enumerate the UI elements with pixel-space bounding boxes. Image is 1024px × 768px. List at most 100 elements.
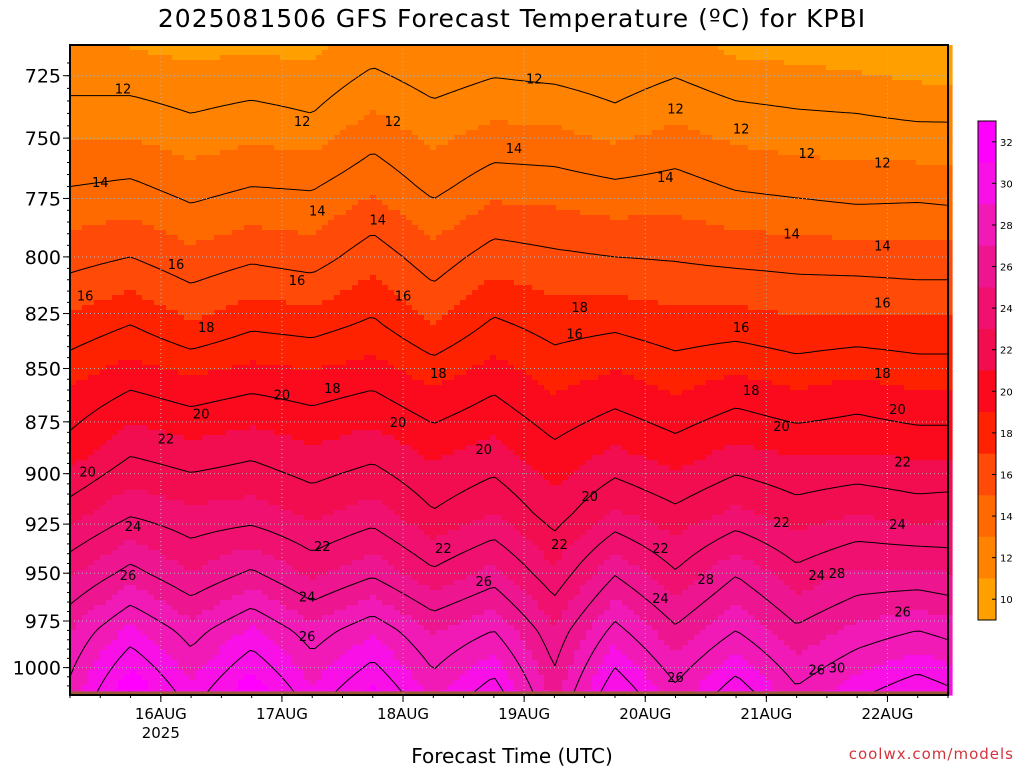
field-cell: [298, 225, 305, 231]
field-cell: [262, 625, 269, 631]
field-cell: [118, 500, 125, 506]
field-cell: [226, 215, 233, 221]
field-cell: [286, 530, 293, 536]
field-cell: [256, 125, 263, 131]
field-cell: [202, 90, 209, 96]
field-cell: [220, 220, 227, 226]
field-cell: [268, 590, 275, 596]
field-cell: [262, 495, 269, 501]
field-cell: [256, 580, 263, 586]
field-cell: [256, 260, 263, 266]
field-cell: [124, 195, 131, 201]
field-cell: [202, 650, 209, 656]
field-cell: [268, 585, 275, 591]
field-cell: [202, 140, 209, 146]
field-cell: [178, 265, 185, 271]
field-cell: [70, 435, 77, 441]
field-cell: [184, 505, 191, 511]
field-cell: [142, 410, 149, 416]
field-cell: [166, 630, 173, 636]
field-cell: [196, 620, 203, 626]
field-cell: [178, 530, 185, 536]
field-cell: [262, 575, 269, 581]
field-cell: [208, 255, 215, 261]
field-cell: [286, 590, 293, 596]
field-cell: [172, 210, 179, 216]
field-cell: [178, 275, 185, 281]
field-cell: [220, 230, 227, 236]
field-cell: [118, 365, 125, 371]
field-cell: [166, 200, 173, 206]
field-cell: [244, 515, 251, 521]
field-cell: [106, 95, 113, 101]
field-cell: [292, 535, 299, 541]
field-cell: [70, 625, 77, 631]
field-cell: [220, 150, 227, 156]
field-cell: [184, 140, 191, 146]
field-cell: [232, 250, 239, 256]
field-cell: [172, 285, 179, 291]
field-cell: [238, 95, 245, 101]
field-cell: [220, 655, 227, 661]
field-cell: [292, 550, 299, 556]
field-cell: [280, 170, 287, 176]
field-cell: [136, 490, 143, 496]
field-cell: [172, 320, 179, 326]
field-cell: [256, 575, 263, 581]
field-cell: [190, 120, 197, 126]
field-cell: [118, 105, 125, 111]
field-cell: [88, 225, 95, 231]
field-cell: [106, 320, 113, 326]
field-cell: [190, 465, 197, 471]
field-cell: [238, 260, 245, 266]
field-cell: [82, 610, 89, 616]
field-cell: [286, 75, 293, 81]
field-cell: [166, 270, 173, 276]
field-cell: [184, 190, 191, 196]
field-cell: [88, 285, 95, 291]
field-cell: [238, 445, 245, 451]
field-cell: [184, 280, 191, 286]
field-cell: [286, 335, 293, 341]
field-cell: [100, 470, 107, 476]
field-cell: [118, 140, 125, 146]
field-cell: [136, 410, 143, 416]
field-cell: [292, 220, 299, 226]
field-cell: [112, 645, 119, 651]
field-cell: [172, 575, 179, 581]
field-cell: [178, 180, 185, 186]
field-cell: [298, 300, 305, 306]
field-cell: [124, 155, 131, 161]
field-cell: [70, 400, 77, 406]
field-cell: [70, 320, 77, 326]
field-cell: [112, 495, 119, 501]
field-cell: [88, 330, 95, 336]
field-cell: [292, 645, 299, 651]
field-cell: [292, 140, 299, 146]
field-cell: [220, 555, 227, 561]
field-cell: [172, 460, 179, 466]
field-cell: [238, 310, 245, 316]
field-cell: [232, 210, 239, 216]
field-cell: [130, 545, 137, 551]
field-cell: [154, 180, 161, 186]
field-cell: [76, 300, 83, 306]
field-cell: [202, 415, 209, 421]
field-cell: [226, 210, 233, 216]
field-cell: [118, 220, 125, 226]
field-cell: [220, 95, 227, 101]
field-cell: [154, 640, 161, 646]
field-cell: [232, 310, 239, 316]
field-cell: [244, 580, 251, 586]
field-cell: [184, 485, 191, 491]
field-cell: [172, 685, 179, 691]
field-cell: [118, 640, 125, 646]
field-cell: [76, 570, 83, 576]
field-cell: [184, 470, 191, 476]
field-cell: [130, 635, 137, 641]
field-cell: [184, 130, 191, 136]
field-cell: [298, 160, 305, 166]
field-cell: [184, 555, 191, 561]
field-cell: [112, 300, 119, 306]
field-cell: [94, 550, 101, 556]
